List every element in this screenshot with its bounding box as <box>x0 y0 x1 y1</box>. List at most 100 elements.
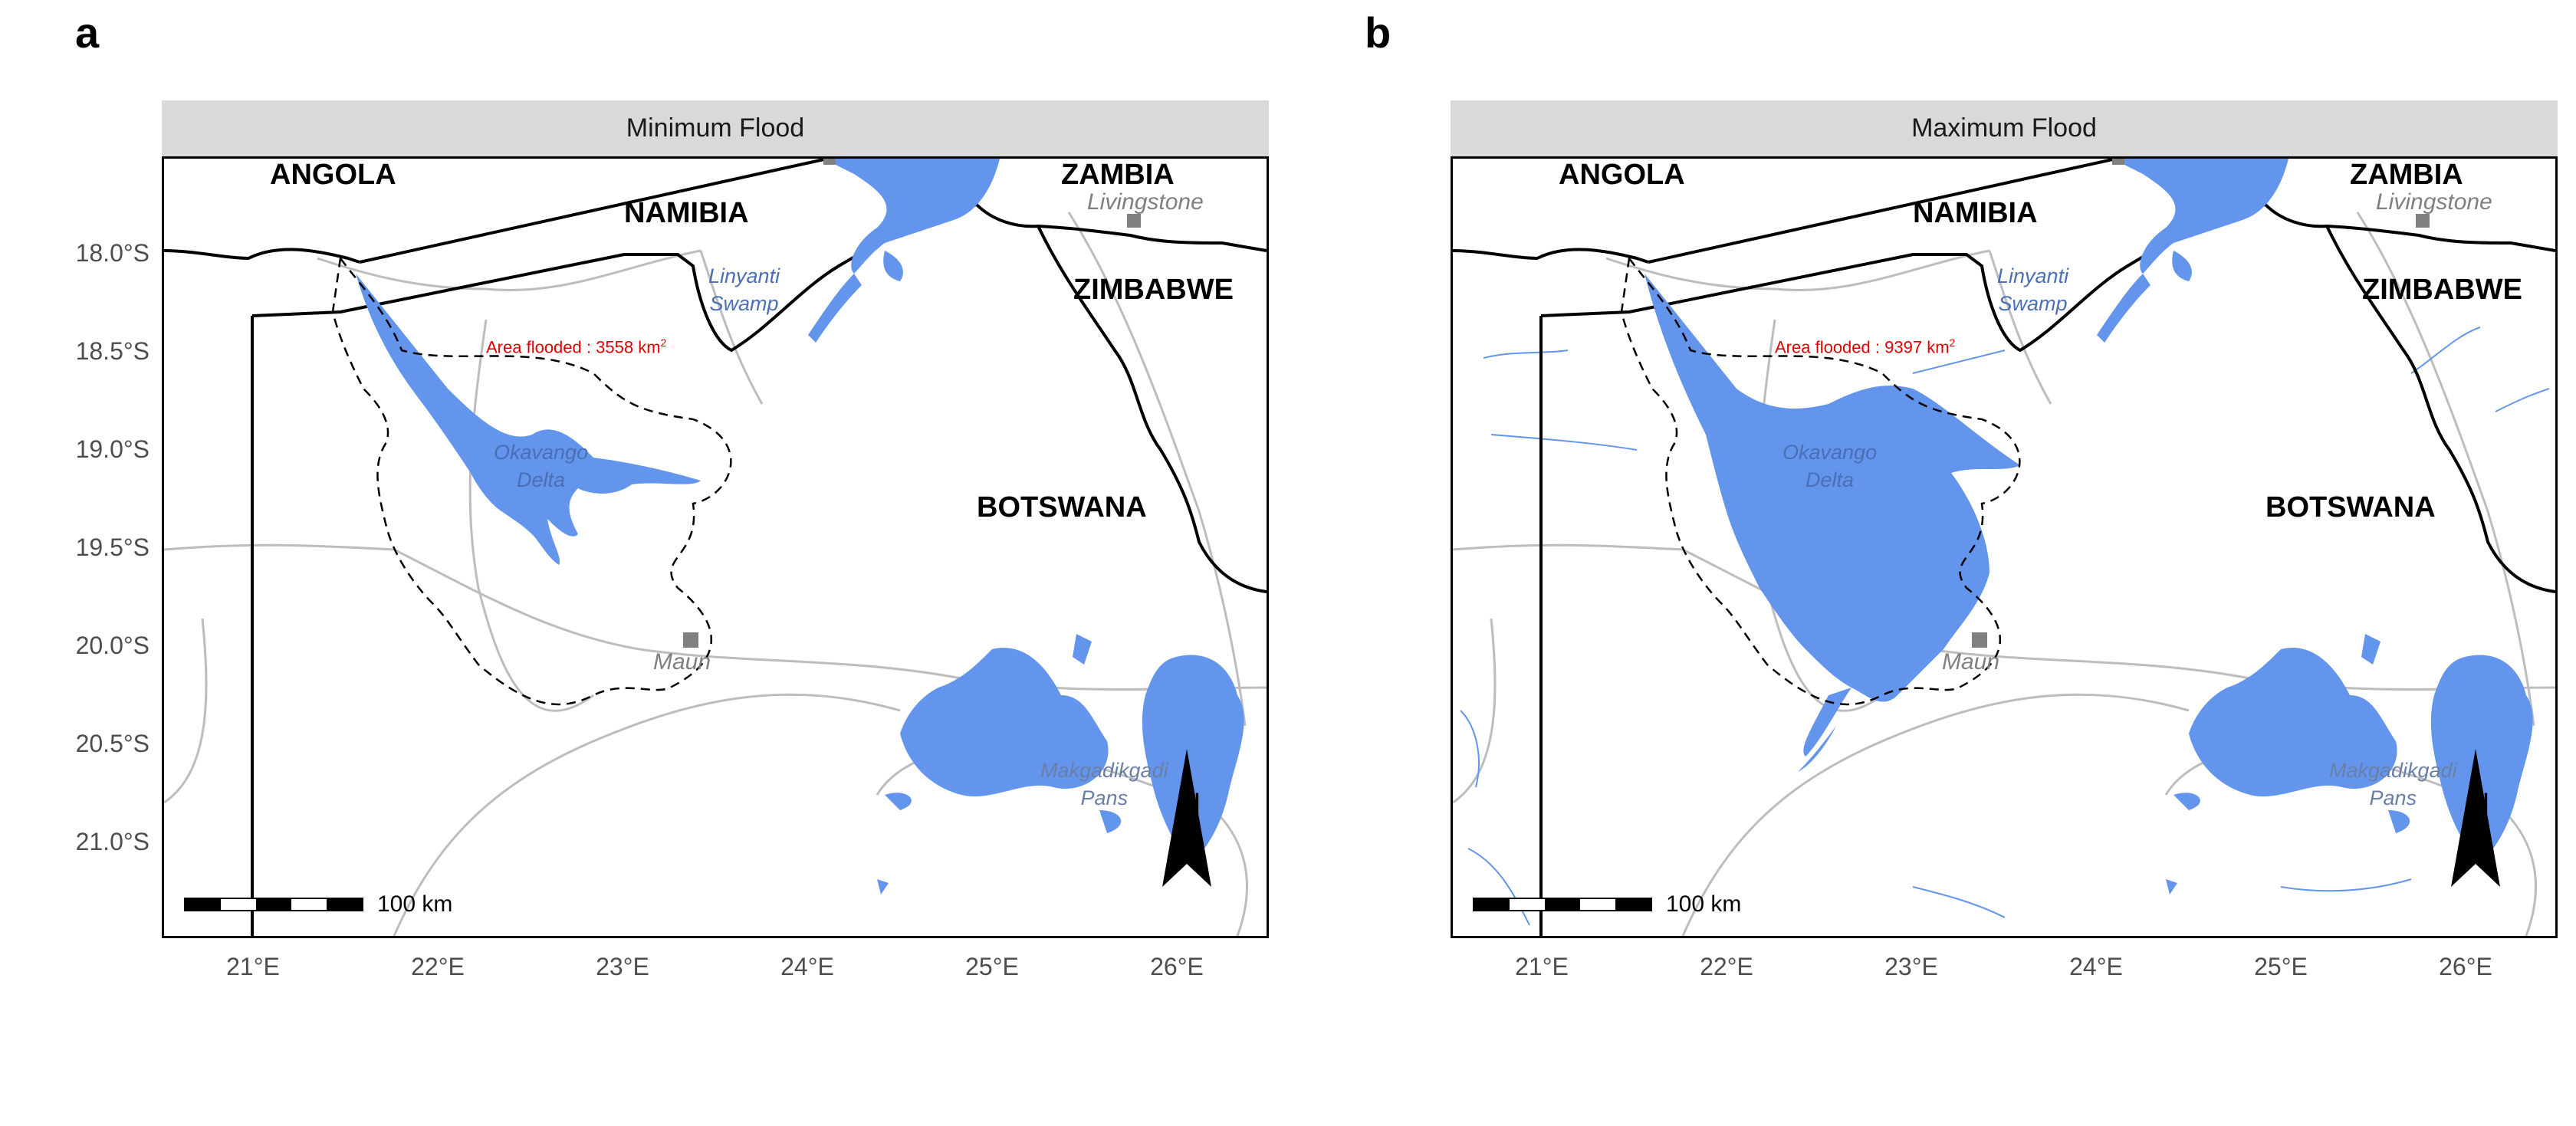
x-tick-label: 22°E <box>1700 953 1753 980</box>
ephemeral-rivers <box>1460 327 2550 926</box>
north-label: N <box>1178 787 1201 821</box>
delta-boundary <box>331 255 732 706</box>
label-makgadikgadi-line2: Pans <box>2369 786 2417 810</box>
label-linyanti-line1: Linyanti <box>1997 264 2069 287</box>
livingstone-marker <box>1127 214 1141 228</box>
x-tick-label: 21°E <box>1515 953 1569 980</box>
x-tick-label: 25°E <box>2254 953 2308 980</box>
map-canvas <box>164 159 1267 936</box>
label-botswana: BOTSWANA <box>977 491 1147 524</box>
y-tick-label: 18.0°S <box>75 239 150 267</box>
area-value: 3558 <box>596 337 634 357</box>
panel-letter-b: b <box>1365 8 1392 57</box>
label-maun: Maun <box>1942 649 2000 675</box>
north-arrow-shape <box>1162 749 1211 887</box>
panel-letter-a: a <box>75 8 100 57</box>
label-zimbabwe: ZIMBABWE <box>1073 274 1234 306</box>
livingstone-marker <box>2416 214 2430 228</box>
x-tick-label: 25°E <box>965 953 1019 980</box>
label-linyanti: Linyanti Swamp <box>1997 262 2068 318</box>
label-botswana: BOTSWANA <box>2266 491 2436 524</box>
label-zambia: ZAMBIA <box>1061 159 1175 191</box>
label-okavango: Okavango Delta <box>1783 438 1877 494</box>
makgadikgadi-pans <box>2166 634 2533 895</box>
x-tick-label: 26°E <box>2439 953 2492 980</box>
area-flooded-label: Area flooded : 3558 km2 <box>486 336 666 357</box>
x-tick-label: 24°E <box>780 953 834 980</box>
scale-bar-label: 100 km <box>377 891 453 917</box>
scale-bar: 100 km <box>1473 891 1741 918</box>
north-arrow-shape <box>2451 749 2500 887</box>
label-livingstone: Livingstone <box>2376 189 2492 215</box>
label-makgadikgadi: Makgadikgadi Pans <box>1040 757 1168 812</box>
label-okavango-line2: Delta <box>517 468 566 492</box>
map-canvas <box>1453 159 2555 936</box>
x-tick-label: 23°E <box>596 953 649 980</box>
north-label: N <box>2467 787 2490 821</box>
label-angola: ANGOLA <box>1559 159 1685 191</box>
area-unit: km <box>638 337 661 357</box>
label-livingstone: Livingstone <box>1087 189 1204 215</box>
y-tick-label: 20.0°S <box>75 632 150 659</box>
label-makgadikgadi: Makgadikgadi Pans <box>2329 757 2457 812</box>
label-makgadikgadi-line1: Makgadikgadi <box>1040 759 1168 782</box>
roads <box>1453 212 2555 936</box>
panel-title: Minimum Flood <box>162 100 1269 156</box>
label-okavango-line1: Okavango <box>1783 441 1878 464</box>
y-tick-label: 20.5°S <box>75 730 150 757</box>
panel-title: Maximum Flood <box>1451 100 2558 156</box>
area-exp: 2 <box>660 336 667 349</box>
map-frame: ANGOLA NAMIBIA ZAMBIA ZIMBABWE BOTSWANA … <box>162 156 1269 938</box>
label-linyanti-line2: Swamp <box>709 292 779 316</box>
panel-maximum-flood: Maximum Flood <box>1451 100 2558 938</box>
okavango-flood <box>1644 274 2020 772</box>
label-linyanti-line1: Linyanti <box>708 264 780 287</box>
label-makgadikgadi-line1: Makgadikgadi <box>2329 759 2457 782</box>
map-frame: ANGOLA NAMIBIA ZAMBIA ZIMBABWE BOTSWANA … <box>1451 156 2558 938</box>
label-okavango-line1: Okavango <box>494 441 589 464</box>
label-namibia: NAMIBIA <box>624 197 749 229</box>
label-linyanti-line2: Swamp <box>1998 292 2068 316</box>
maun-marker <box>1972 632 1987 648</box>
linyanti-wetland <box>808 159 1000 343</box>
area-exp: 2 <box>1949 336 1956 349</box>
x-tick-label: 22°E <box>411 953 465 980</box>
label-namibia: NAMIBIA <box>1913 197 2038 229</box>
x-tick-label: 23°E <box>1884 953 1938 980</box>
area-unit: km <box>1927 337 1950 357</box>
panel-minimum-flood: Minimum Flood <box>162 100 1269 938</box>
label-zimbabwe: ZIMBABWE <box>2362 274 2522 306</box>
x-tick-label: 21°E <box>226 953 280 980</box>
katima-marker <box>823 159 836 165</box>
y-tick-label: 19.0°S <box>75 435 150 463</box>
label-angola: ANGOLA <box>270 159 396 191</box>
north-arrow: N <box>1159 787 1221 822</box>
area-text: Area flooded : <box>1775 337 1885 357</box>
area-flooded-label: Area flooded : 9397 km2 <box>1775 336 1955 357</box>
scale-bar-graphic <box>1473 898 1652 911</box>
x-tick-label: 26°E <box>1150 953 1204 980</box>
katima-marker <box>2112 159 2124 165</box>
label-okavango: Okavango Delta <box>494 438 588 494</box>
scale-bar-label: 100 km <box>1666 891 1742 917</box>
scale-bar: 100 km <box>184 891 452 918</box>
x-tick-label: 24°E <box>2069 953 2123 980</box>
okavango-flood <box>356 274 701 565</box>
label-okavango-line2: Delta <box>1806 468 1855 492</box>
y-tick-label: 18.5°S <box>75 337 150 365</box>
makgadikgadi-pans <box>877 634 1244 895</box>
delta-boundary <box>1620 255 2021 706</box>
y-tick-label: 19.5°S <box>75 533 150 561</box>
label-linyanti: Linyanti Swamp <box>708 262 780 318</box>
y-tick-label: 21.0°S <box>75 828 150 855</box>
maun-marker <box>683 632 698 648</box>
country-borders <box>1453 159 2555 936</box>
label-zambia: ZAMBIA <box>2350 159 2463 191</box>
label-maun: Maun <box>653 649 711 675</box>
area-text: Area flooded : <box>486 337 596 357</box>
area-value: 9397 <box>1884 337 1923 357</box>
scale-bar-graphic <box>184 898 363 911</box>
linyanti-wetland <box>2097 159 2288 343</box>
label-makgadikgadi-line2: Pans <box>1080 786 1129 810</box>
north-arrow: N <box>2448 787 2509 822</box>
